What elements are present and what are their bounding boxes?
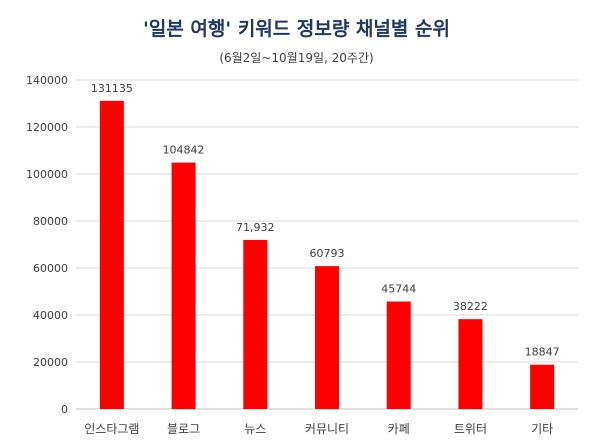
- y-tick-label: 140000: [26, 74, 68, 87]
- y-tick-label: 60000: [33, 262, 68, 275]
- bar: [530, 364, 555, 409]
- x-category-label: 인스타그램: [84, 422, 139, 436]
- x-category-label: 뉴스: [244, 422, 266, 436]
- bar: [243, 239, 268, 409]
- y-tick-label: 80000: [33, 215, 68, 228]
- gridlines: [76, 79, 578, 410]
- y-tick-label: 100000: [26, 168, 68, 181]
- x-category-label: 기타: [531, 422, 553, 436]
- x-category-label: 커뮤니티: [305, 422, 349, 436]
- bar: [458, 319, 483, 409]
- data-label: 104842: [163, 144, 205, 157]
- bar: [99, 100, 124, 409]
- y-tick-label: 20000: [33, 356, 68, 369]
- x-axis: 인스타그램 블로그 뉴스 커뮤니티 카페 트위터 기타: [84, 422, 553, 436]
- data-label: 38222: [453, 300, 488, 313]
- chart-subtitle: (6월2일~10월19일, 20주간): [219, 51, 374, 65]
- bars: 131135 104842 71,932 60793 45744 38222 18847: [91, 82, 560, 409]
- data-label: 71,932: [236, 221, 275, 234]
- y-tick-label: 0: [61, 403, 68, 416]
- y-axis: 0 20000 40000 60000 80000 100000 120000 140000: [26, 74, 68, 416]
- data-label: 18847: [525, 346, 560, 359]
- data-label: 131135: [91, 82, 133, 95]
- bar: [171, 162, 196, 409]
- x-category-label: 트위터: [454, 422, 487, 436]
- chart-title: '일본 여행' 키워드 정보량 채널별 순위: [143, 18, 450, 40]
- y-tick-label: 120000: [26, 121, 68, 134]
- y-tick-label: 40000: [33, 309, 68, 322]
- bar: [315, 266, 339, 409]
- x-category-label: 카페: [388, 422, 410, 436]
- data-label: 60793: [310, 247, 345, 260]
- data-label: 45744: [381, 283, 416, 296]
- x-category-label: 블로그: [167, 422, 200, 436]
- bar: [386, 301, 411, 409]
